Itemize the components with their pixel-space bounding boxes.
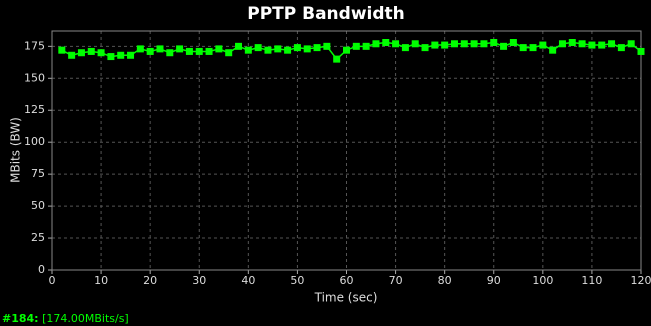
x-tick-label: 50 — [290, 274, 304, 287]
data-point — [185, 47, 193, 55]
chart-title: PPTP Bandwidth — [247, 4, 405, 24]
data-point — [470, 40, 478, 48]
x-tick-label: 70 — [389, 274, 403, 287]
data-point — [588, 41, 596, 49]
data-point — [235, 42, 243, 50]
x-tick-label: 120 — [631, 274, 651, 287]
x-tick-label: 100 — [532, 274, 553, 287]
data-point — [372, 40, 380, 48]
data-point — [598, 41, 606, 49]
data-point — [205, 47, 213, 55]
y-tick-label: 50 — [31, 199, 45, 212]
data-point — [68, 51, 76, 59]
data-point — [490, 39, 498, 47]
x-tick-label: 60 — [340, 274, 354, 287]
data-point — [509, 39, 517, 47]
data-point — [627, 40, 635, 48]
data-point — [333, 55, 341, 63]
x-tick-label: 40 — [241, 274, 255, 287]
data-point — [568, 39, 576, 47]
data-point — [97, 49, 105, 57]
plot-frame — [51, 30, 642, 271]
y-tick-label: 100 — [24, 135, 45, 148]
data-point — [608, 40, 616, 48]
data-point — [460, 40, 468, 48]
data-point — [617, 44, 625, 52]
data-point — [500, 42, 508, 50]
data-point — [352, 42, 360, 50]
status-value: [174.00MBits/s] — [42, 312, 129, 325]
x-tick-label: 10 — [94, 274, 108, 287]
data-point — [127, 51, 135, 59]
y-tick-label: 150 — [24, 71, 45, 84]
data-point — [313, 44, 321, 52]
data-point — [264, 46, 272, 54]
data-point — [225, 49, 233, 57]
data-point — [107, 53, 115, 61]
data-point — [480, 40, 488, 48]
data-point — [529, 44, 537, 52]
x-tick-label: 90 — [487, 274, 501, 287]
data-point — [431, 41, 439, 49]
y-tick-label: 175 — [24, 39, 45, 52]
data-point — [274, 45, 282, 53]
y-tick-label: 125 — [24, 103, 45, 116]
y-tick-label: 25 — [31, 231, 45, 244]
data-point — [254, 44, 262, 52]
data-point — [421, 44, 429, 52]
data-point — [441, 41, 449, 49]
x-tick-label: 0 — [49, 274, 56, 287]
data-point — [176, 45, 184, 53]
y-axis-label: MBits (BW) — [9, 117, 23, 183]
data-point — [411, 40, 419, 48]
data-point — [244, 46, 252, 54]
data-point — [549, 46, 557, 54]
y-tick-label: 75 — [31, 167, 45, 180]
data-point — [401, 44, 409, 52]
data-point — [323, 42, 331, 50]
data-point — [637, 47, 645, 55]
y-tick-label: 0 — [38, 263, 45, 276]
data-point — [117, 51, 125, 59]
data-point — [450, 40, 458, 48]
x-tick-label: 80 — [438, 274, 452, 287]
data-point — [293, 44, 301, 52]
data-point — [382, 39, 390, 47]
data-point — [195, 47, 203, 55]
status-label: #184: — [2, 312, 39, 325]
x-tick-label: 30 — [192, 274, 206, 287]
data-point — [87, 47, 95, 55]
x-tick-label: 20 — [143, 274, 157, 287]
data-point — [343, 46, 350, 54]
data-point — [362, 42, 370, 50]
data-point — [284, 46, 292, 54]
x-tick-label: 110 — [581, 274, 602, 287]
status-bar: #184: [174.00MBits/s] — [2, 312, 129, 325]
data-point — [136, 45, 144, 53]
data-point — [303, 45, 311, 53]
data-point — [166, 49, 174, 57]
data-point — [215, 45, 223, 53]
data-point — [558, 40, 566, 48]
data-point — [519, 44, 527, 52]
data-point — [578, 40, 586, 48]
data-point — [146, 47, 154, 55]
data-point — [77, 49, 85, 57]
data-point — [392, 40, 400, 48]
x-axis-label: Time (sec) — [314, 291, 378, 305]
data-point — [58, 46, 66, 54]
data-point — [156, 45, 164, 53]
data-point — [539, 41, 547, 49]
